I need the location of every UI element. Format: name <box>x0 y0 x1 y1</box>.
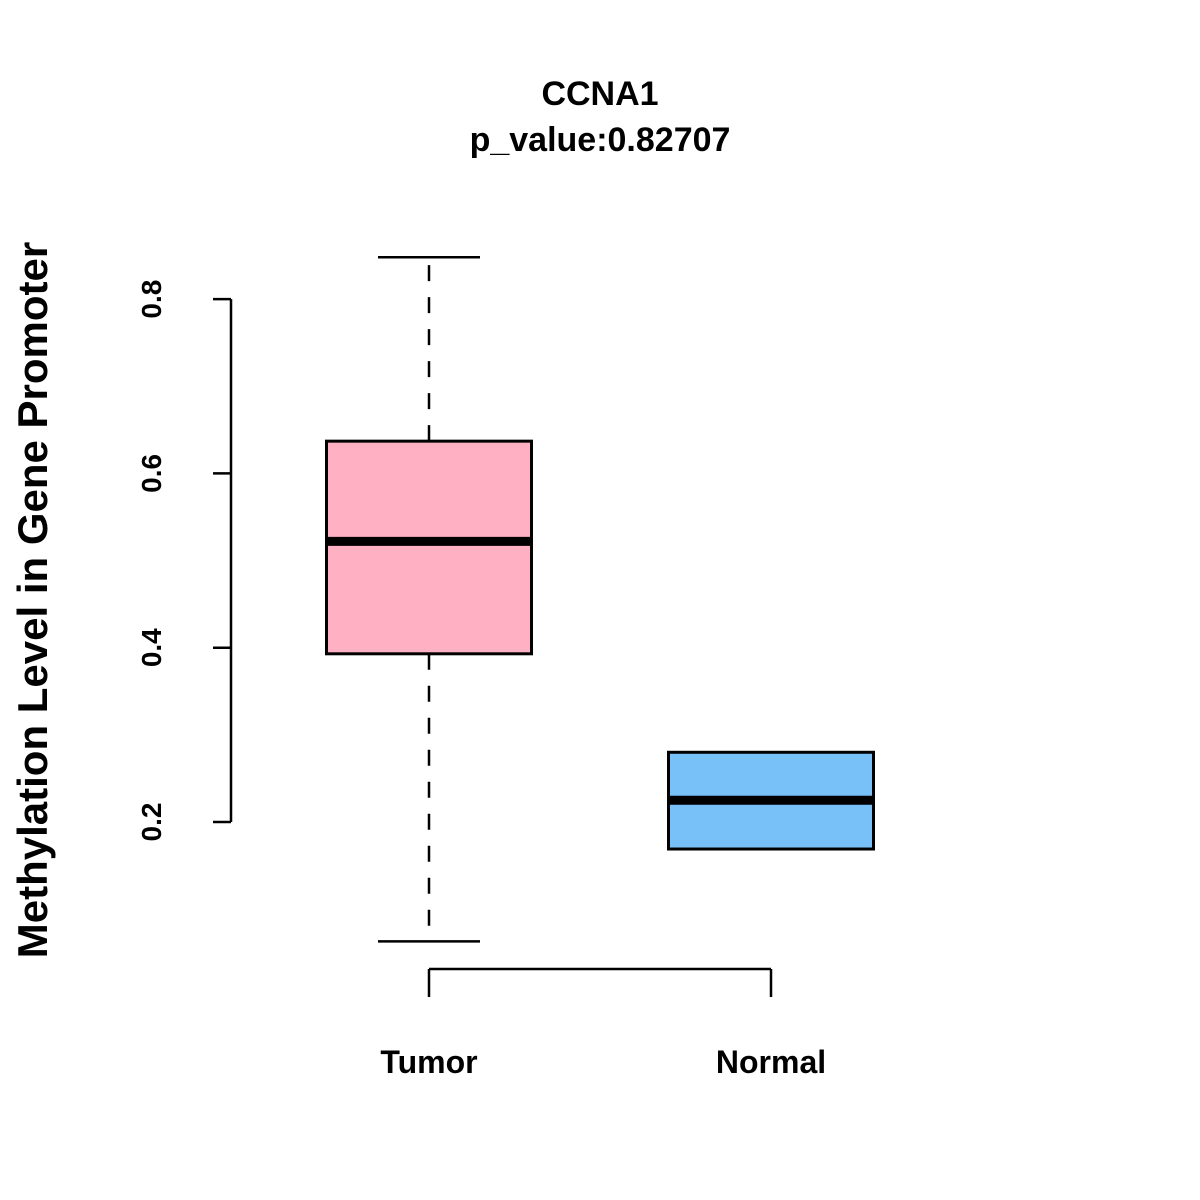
boxes <box>325 256 875 943</box>
y-tick-label: 0.6 <box>136 454 167 493</box>
y-axis-label: Methylation Level in Gene Promoter <box>9 242 56 958</box>
y-axis: 0.2 0.4 0.6 0.8 <box>136 280 233 842</box>
y-tick-label: 0.8 <box>136 280 167 319</box>
x-tick-label: Normal <box>716 1044 826 1080</box>
y-tick-label: 0.4 <box>136 628 167 667</box>
x-axis: Tumor Normal <box>380 967 826 1080</box>
box-tumor <box>325 256 533 943</box>
iqr-box <box>325 439 533 656</box>
x-tick-label: Tumor <box>380 1044 477 1080</box>
box-normal <box>667 750 875 851</box>
y-tick-label: 0.2 <box>136 803 167 842</box>
chart-subtitle: p_value:0.82707 <box>470 121 731 159</box>
chart-title: CCNA1 <box>541 75 658 113</box>
